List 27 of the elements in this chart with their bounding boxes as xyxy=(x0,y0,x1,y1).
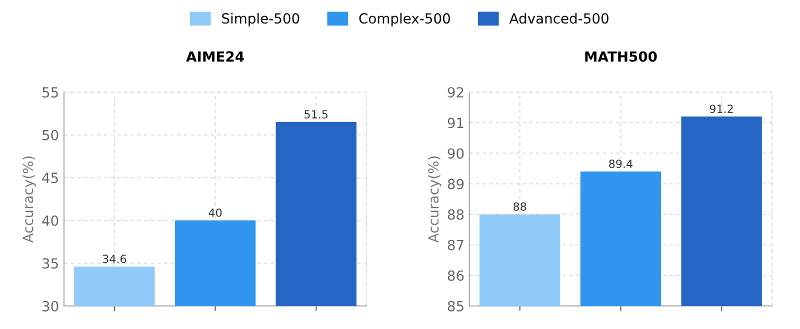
y-tick-label: 30 xyxy=(42,300,58,312)
y-tick-label: 88 xyxy=(448,209,464,220)
y-tick-label: 90 xyxy=(448,148,464,159)
y-axis-title: Accuracy(%) xyxy=(428,156,442,243)
chart-title: AIME24 xyxy=(186,51,244,62)
y-axis-title: Accuracy(%) xyxy=(22,156,36,243)
y-tick-label: 85 xyxy=(448,300,464,312)
data-label: 34.6 xyxy=(102,254,126,264)
legend-label: Advanced-500 xyxy=(509,12,608,24)
y-tick-label: 92 xyxy=(448,87,464,98)
y-tick-label: 86 xyxy=(448,270,464,281)
data-label: 40 xyxy=(208,208,222,217)
y-tick-label: 91 xyxy=(448,118,464,128)
y-tick-label: 89 xyxy=(448,178,464,190)
data-label: 91.2 xyxy=(710,104,733,114)
y-tick-label: 35 xyxy=(42,258,58,269)
y-tick-label: 45 xyxy=(42,172,58,184)
legend-label: Simple-500 xyxy=(222,12,300,26)
legend-label: Complex-500 xyxy=(359,12,450,26)
y-tick-label: 55 xyxy=(42,87,58,98)
data-label: 89.4 xyxy=(609,160,632,168)
y-tick-label: 87 xyxy=(448,240,464,250)
data-label: 88 xyxy=(514,202,526,211)
chart-title: MATH500 xyxy=(585,51,657,62)
y-tick-label: 50 xyxy=(42,130,58,140)
data-label: 51.5 xyxy=(304,110,328,119)
y-tick-label: 40 xyxy=(42,215,58,226)
